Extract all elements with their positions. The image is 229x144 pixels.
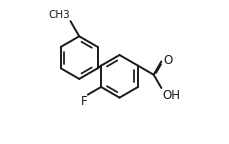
Text: F: F xyxy=(80,95,87,108)
Text: O: O xyxy=(163,54,172,67)
Text: CH3: CH3 xyxy=(48,10,70,20)
Text: OH: OH xyxy=(162,89,180,102)
